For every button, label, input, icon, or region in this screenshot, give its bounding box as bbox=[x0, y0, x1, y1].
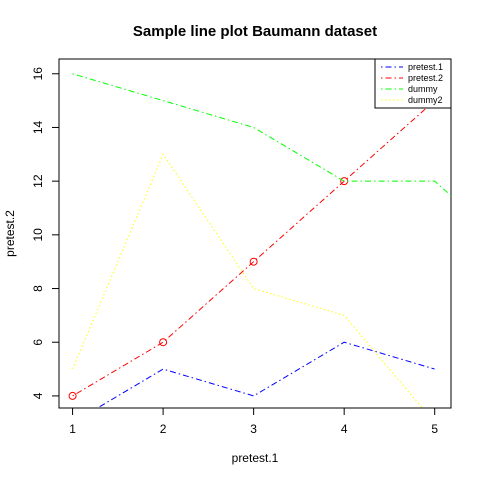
x-axis-label: pretest.1 bbox=[232, 451, 279, 465]
x-tick-label: 4 bbox=[341, 422, 348, 436]
y-tick-label: 8 bbox=[31, 285, 45, 292]
chart-title: Sample line plot Baumann dataset bbox=[133, 23, 377, 40]
series-point-pretest-2 bbox=[159, 338, 168, 347]
y-axis: 4 6 8 10 12 14 16 bbox=[31, 67, 59, 399]
y-tick-label: 14 bbox=[31, 120, 45, 134]
y-tick-label: 10 bbox=[31, 228, 45, 242]
y-tick-label: 12 bbox=[31, 174, 45, 188]
series-point-pretest-2 bbox=[68, 391, 77, 400]
series-point-pretest-2 bbox=[249, 257, 258, 266]
series-layer bbox=[68, 73, 451, 408]
y-tick-label: 4 bbox=[31, 392, 45, 399]
plot-frame bbox=[58, 58, 452, 409]
x-tick-label: 5 bbox=[431, 422, 438, 436]
y-tick-label: 16 bbox=[31, 67, 45, 81]
x-tick-label: 1 bbox=[69, 422, 76, 436]
x-tick-label: 2 bbox=[160, 422, 167, 436]
legend-entry: dummy2 bbox=[408, 95, 443, 105]
y-tick-label: 6 bbox=[31, 339, 45, 346]
x-axis: 1 2 3 4 5 bbox=[69, 408, 438, 436]
legend-entry: pretest.1 bbox=[408, 62, 443, 72]
series-line-pretest-2 bbox=[72, 100, 436, 397]
legend-entry: pretest.2 bbox=[408, 73, 443, 83]
y-axis-label: pretest.2 bbox=[3, 210, 17, 257]
x-tick-label: 3 bbox=[250, 422, 257, 436]
legend-entry: dummy bbox=[408, 84, 438, 94]
